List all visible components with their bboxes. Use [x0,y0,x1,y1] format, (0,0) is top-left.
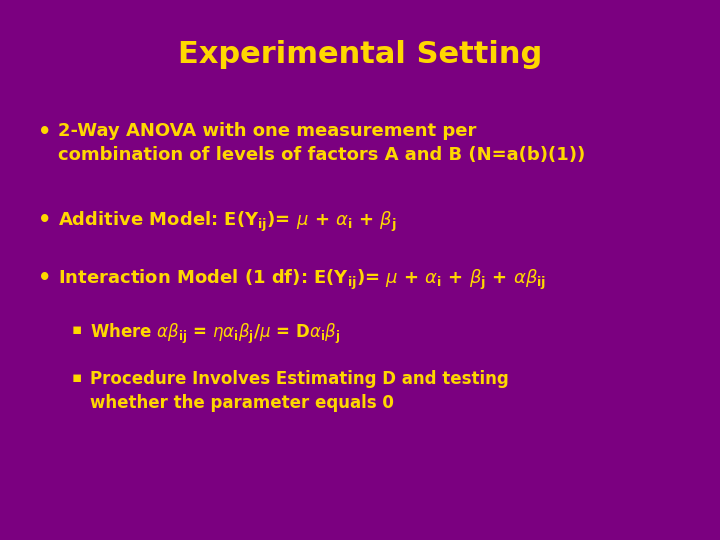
Text: Procedure Involves Estimating D and testing
whether the parameter equals 0: Procedure Involves Estimating D and test… [90,370,509,413]
Text: •: • [38,122,51,142]
Text: Experimental Setting: Experimental Setting [178,40,542,69]
Text: Where $\alpha\beta_{\mathregular{ij}}$ = $\eta\alpha_{\mathregular{i}}\beta_{\ma: Where $\alpha\beta_{\mathregular{ij}}$ =… [90,322,341,346]
Text: Additive Model: E(Y$_{\mathregular{ij}}$)= $\mu$ + $\alpha_{\mathregular{i}}$ + : Additive Model: E(Y$_{\mathregular{ij}}$… [58,210,397,234]
Text: •: • [38,268,51,288]
Text: 2-Way ANOVA with one measurement per
combination of levels of factors A and B (N: 2-Way ANOVA with one measurement per com… [58,122,585,164]
Text: Interaction Model (1 df): E(Y$_{\mathregular{ij}}$)= $\mu$ + $\alpha_{\mathregul: Interaction Model (1 df): E(Y$_{\mathreg… [58,268,546,292]
Text: •: • [38,210,51,230]
Text: ▪: ▪ [72,370,82,385]
Text: ▪: ▪ [72,322,82,337]
